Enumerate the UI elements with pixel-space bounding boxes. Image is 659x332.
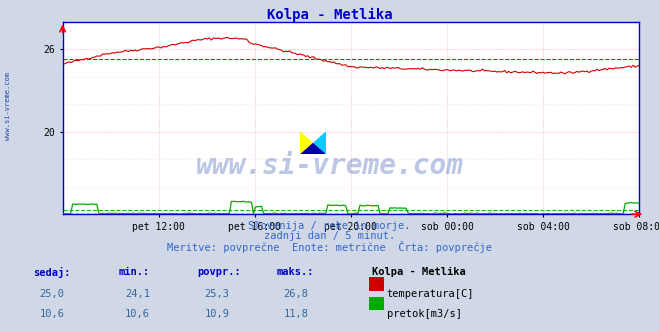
Text: www.si-vreme.com: www.si-vreme.com [5, 72, 11, 140]
Text: min.:: min.: [119, 267, 150, 277]
Text: Meritve: povprečne  Enote: metrične  Črta: povprečje: Meritve: povprečne Enote: metrične Črta:… [167, 241, 492, 253]
Text: Slovenija / reke in morje.: Slovenija / reke in morje. [248, 221, 411, 231]
Text: Kolpa - Metlika: Kolpa - Metlika [372, 267, 466, 277]
Text: 25,0: 25,0 [40, 289, 65, 299]
Text: temperatura[C]: temperatura[C] [387, 289, 474, 299]
Polygon shape [300, 131, 313, 154]
Text: maks.:: maks.: [277, 267, 314, 277]
Text: pretok[m3/s]: pretok[m3/s] [387, 309, 462, 319]
Text: 11,8: 11,8 [283, 309, 308, 319]
Text: 25,3: 25,3 [204, 289, 229, 299]
Text: Kolpa - Metlika: Kolpa - Metlika [267, 8, 392, 23]
Text: 10,6: 10,6 [125, 309, 150, 319]
Text: 10,9: 10,9 [204, 309, 229, 319]
Text: 10,6: 10,6 [40, 309, 65, 319]
Text: povpr.:: povpr.: [198, 267, 241, 277]
Text: zadnji dan / 5 minut.: zadnji dan / 5 minut. [264, 231, 395, 241]
Polygon shape [300, 143, 326, 154]
Text: 26,8: 26,8 [283, 289, 308, 299]
Text: www.si-vreme.com: www.si-vreme.com [196, 152, 463, 180]
Polygon shape [313, 131, 326, 154]
Text: 24,1: 24,1 [125, 289, 150, 299]
Text: sedaj:: sedaj: [33, 267, 71, 278]
